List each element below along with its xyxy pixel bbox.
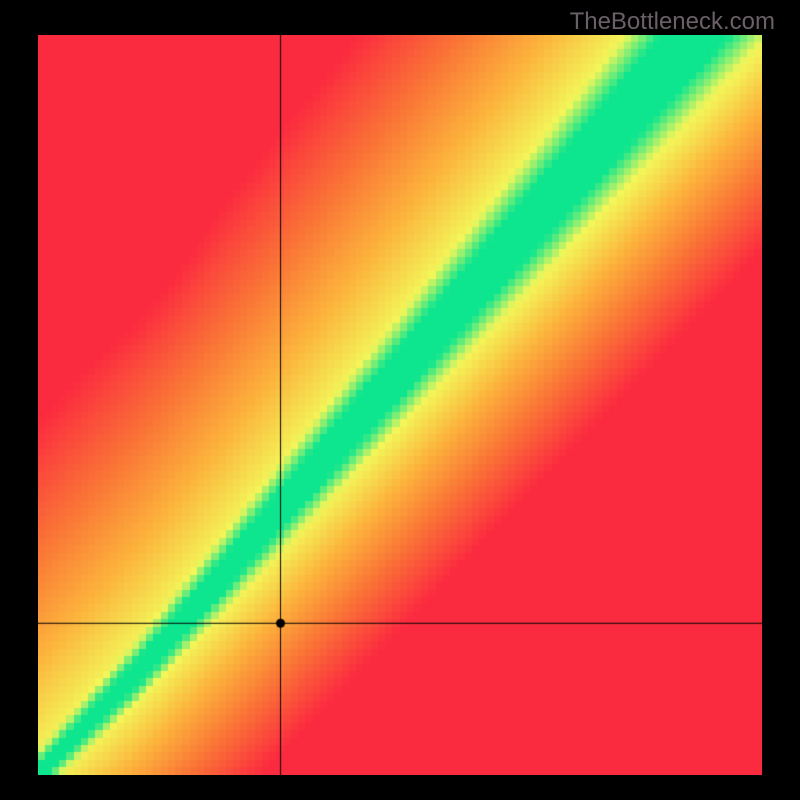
bottleneck-heatmap bbox=[38, 35, 762, 775]
watermark-text: TheBottleneck.com bbox=[570, 8, 775, 36]
chart-container: TheBottleneck.com bbox=[0, 0, 800, 800]
